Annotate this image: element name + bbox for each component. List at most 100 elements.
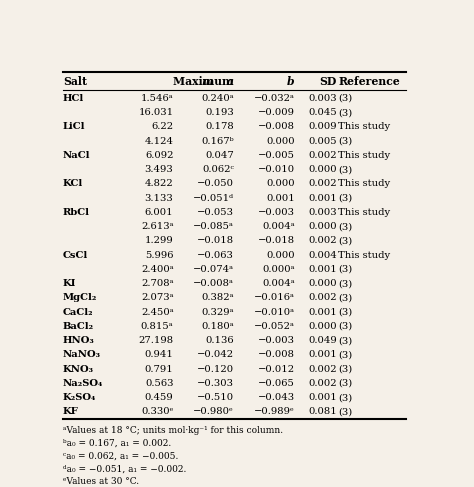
Text: 0.002: 0.002	[309, 236, 337, 245]
Text: −0.052ᵃ: −0.052ᵃ	[254, 322, 295, 331]
Text: (3): (3)	[338, 194, 353, 203]
Text: 0.000: 0.000	[309, 165, 337, 174]
Text: KNO₃: KNO₃	[63, 365, 94, 374]
Text: 0.004ᵃ: 0.004ᵃ	[262, 279, 295, 288]
Text: (3): (3)	[338, 350, 353, 359]
Text: m: m	[201, 76, 213, 87]
Text: −0.051ᵈ: −0.051ᵈ	[193, 194, 234, 203]
Text: 0.000: 0.000	[309, 322, 337, 331]
Text: 3.133: 3.133	[145, 194, 173, 203]
Text: 0.045: 0.045	[308, 108, 337, 117]
Text: 0.000: 0.000	[309, 279, 337, 288]
Text: This study: This study	[338, 151, 391, 160]
Text: 0.180ᵃ: 0.180ᵃ	[201, 322, 234, 331]
Text: 0.941: 0.941	[145, 350, 173, 359]
Text: 0.001: 0.001	[308, 194, 337, 203]
Text: 0.000: 0.000	[266, 179, 295, 188]
Text: 6.001: 6.001	[145, 208, 173, 217]
Text: −0.053: −0.053	[197, 208, 234, 217]
Text: 4.822: 4.822	[145, 179, 173, 188]
Text: −0.989ᵉ: −0.989ᵉ	[254, 408, 295, 416]
Text: 0.047: 0.047	[205, 151, 234, 160]
Text: ᶜa₀ = 0.062, a₁ = −0.005.: ᶜa₀ = 0.062, a₁ = −0.005.	[63, 451, 178, 460]
Text: 0.167ᵇ: 0.167ᵇ	[201, 137, 234, 146]
Text: (3): (3)	[338, 137, 353, 146]
Text: KF: KF	[63, 408, 79, 416]
Text: b: b	[287, 76, 295, 87]
Text: −0.008: −0.008	[258, 350, 295, 359]
Text: −0.018: −0.018	[257, 236, 295, 245]
Text: (3): (3)	[338, 222, 353, 231]
Text: 0.791: 0.791	[145, 365, 173, 374]
Text: 0.049: 0.049	[308, 336, 337, 345]
Text: 0.000: 0.000	[266, 251, 295, 260]
Text: Salt: Salt	[63, 76, 87, 87]
Text: 0.003: 0.003	[309, 94, 337, 103]
Text: 0.002: 0.002	[309, 379, 337, 388]
Text: 5.996: 5.996	[145, 251, 173, 260]
Text: 0.001: 0.001	[308, 308, 337, 317]
Text: 1.546ᵃ: 1.546ᵃ	[141, 94, 173, 103]
Text: (3): (3)	[338, 379, 353, 388]
Text: (3): (3)	[338, 108, 353, 117]
Text: ᵇa₀ = 0.167, a₁ = 0.002.: ᵇa₀ = 0.167, a₁ = 0.002.	[63, 439, 171, 448]
Text: (3): (3)	[338, 293, 353, 302]
Text: 0.009: 0.009	[309, 122, 337, 131]
Text: −0.018: −0.018	[197, 236, 234, 245]
Text: 2.613ᵃ: 2.613ᵃ	[141, 222, 173, 231]
Text: 2.073ᵃ: 2.073ᵃ	[141, 293, 173, 302]
Text: 0.004: 0.004	[308, 251, 337, 260]
Text: CsCl: CsCl	[63, 251, 88, 260]
Text: CaCl₂: CaCl₂	[63, 308, 93, 317]
Text: 0.002: 0.002	[309, 179, 337, 188]
Text: 0.001: 0.001	[308, 265, 337, 274]
Text: HNO₃: HNO₃	[63, 336, 95, 345]
Text: (3): (3)	[338, 365, 353, 374]
Text: −0.063: −0.063	[197, 251, 234, 260]
Text: −0.042: −0.042	[197, 350, 234, 359]
Text: 0.001: 0.001	[266, 194, 295, 203]
Text: 4.124: 4.124	[145, 137, 173, 146]
Text: ᵈa₀ = −0.051, a₁ = −0.002.: ᵈa₀ = −0.051, a₁ = −0.002.	[63, 464, 186, 473]
Text: −0.510: −0.510	[197, 393, 234, 402]
Text: 0.004ᵃ: 0.004ᵃ	[262, 222, 295, 231]
Text: 6.22: 6.22	[151, 122, 173, 131]
Text: −0.980ᵉ: −0.980ᵉ	[193, 408, 234, 416]
Text: 6.092: 6.092	[145, 151, 173, 160]
Text: 0.193: 0.193	[205, 108, 234, 117]
Text: 0.382ᵃ: 0.382ᵃ	[201, 293, 234, 302]
Text: (3): (3)	[338, 265, 353, 274]
Text: (3): (3)	[338, 322, 353, 331]
Text: ᵃValues at 18 °C; units mol·kg⁻¹ for this column.: ᵃValues at 18 °C; units mol·kg⁻¹ for thi…	[63, 426, 283, 435]
Text: −0.008: −0.008	[258, 122, 295, 131]
Text: This study: This study	[338, 122, 391, 131]
Text: RbCl: RbCl	[63, 208, 90, 217]
Text: −0.010ᵃ: −0.010ᵃ	[254, 308, 295, 317]
Text: KCl: KCl	[63, 179, 83, 188]
Text: NaCl: NaCl	[63, 151, 91, 160]
Text: −0.016ᵃ: −0.016ᵃ	[254, 293, 295, 302]
Text: MgCl₂: MgCl₂	[63, 293, 97, 302]
Text: 0.001: 0.001	[308, 393, 337, 402]
Text: 0.000: 0.000	[266, 137, 295, 146]
Text: Na₂SO₄: Na₂SO₄	[63, 379, 103, 388]
Text: −0.120: −0.120	[197, 365, 234, 374]
Text: This study: This study	[338, 251, 391, 260]
Text: 2.708ᵃ: 2.708ᵃ	[141, 279, 173, 288]
Text: K₂SO₄: K₂SO₄	[63, 393, 96, 402]
Text: 0.136: 0.136	[206, 336, 234, 345]
Text: −0.303: −0.303	[197, 379, 234, 388]
Text: (3): (3)	[338, 393, 353, 402]
Text: −0.074ᵃ: −0.074ᵃ	[193, 265, 234, 274]
Text: ᵉValues at 30 °C.: ᵉValues at 30 °C.	[63, 477, 139, 486]
Text: 0.178: 0.178	[205, 122, 234, 131]
Text: KI: KI	[63, 279, 76, 288]
Text: −0.005: −0.005	[258, 151, 295, 160]
Text: 0.005: 0.005	[309, 137, 337, 146]
Text: 0.001: 0.001	[308, 350, 337, 359]
Text: This study: This study	[338, 179, 391, 188]
Text: (3): (3)	[338, 165, 353, 174]
Text: This study: This study	[338, 208, 391, 217]
Text: 1.299: 1.299	[145, 236, 173, 245]
Text: (3): (3)	[338, 336, 353, 345]
